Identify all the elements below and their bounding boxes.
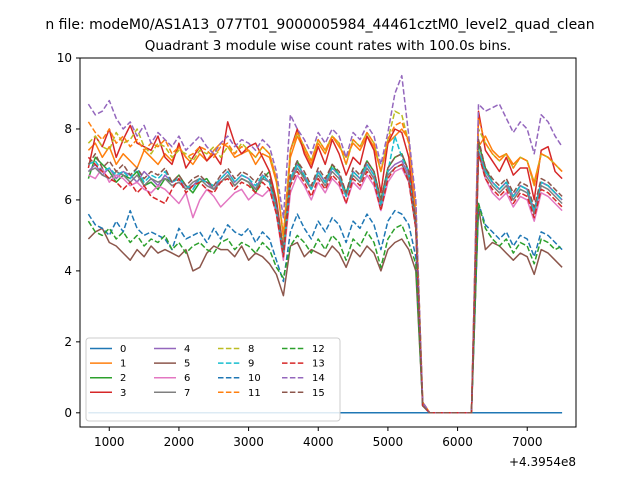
x-tick-label: 3000 [233,435,264,449]
y-tick-label: 0 [64,406,72,420]
legend-label-13: 13 [312,359,325,370]
series-line-12 [87,202,563,414]
legend-label-11: 11 [248,388,261,399]
series-layer [87,74,563,414]
legend-label-12: 12 [312,344,325,355]
x-tick-label: 7000 [512,435,543,449]
series-line-15 [87,138,563,414]
legend-label-2: 2 [120,373,126,384]
legend-label-9: 9 [248,359,254,370]
y-tick-label: 6 [64,193,72,207]
x-tick-label: 5000 [373,435,404,449]
chart-title: Quadrant 3 module wise count rates with … [145,38,511,54]
series-line-13 [87,153,563,414]
series-line-10 [87,202,563,414]
x-offset-label: +4.3954e8 [509,455,576,469]
y-tick-label: 4 [64,264,72,278]
legend-label-0: 0 [120,344,126,355]
legend-label-4: 4 [184,344,190,355]
x-tick-label: 6000 [442,435,473,449]
series-line-9 [88,135,563,414]
legend-label-1: 1 [120,359,126,370]
y-tick-label: 2 [64,335,72,349]
plot-frame [79,57,577,428]
series-line-14 [87,74,563,414]
legend-label-6: 6 [184,373,190,384]
legend-label-15: 15 [312,388,325,399]
x-tick-label: 2000 [164,435,195,449]
legend-label-8: 8 [248,344,254,355]
legend-label-3: 3 [120,388,126,399]
legend-label-5: 5 [184,359,190,370]
series-line-5 [87,206,563,414]
x-tick-label: 4000 [303,435,334,449]
series-line-11 [87,117,563,414]
x-tick-label: 1000 [94,435,125,449]
legend-label-10: 10 [248,373,261,384]
legend-label-7: 7 [184,388,190,399]
legend-box [85,337,341,422]
y-tick-label: 8 [64,122,72,136]
legend-label-14: 14 [312,373,325,384]
y-tick-label: 10 [57,51,72,65]
y-axis: 0 2 4 6 8 10 [57,51,80,420]
x-axis: 1000 2000 3000 4000 5000 6000 7000 [94,427,543,449]
chart-suptitle: n file: modeM0/AS1A13_077T01_9000005984_… [45,17,594,33]
series-line-8 [87,110,563,414]
